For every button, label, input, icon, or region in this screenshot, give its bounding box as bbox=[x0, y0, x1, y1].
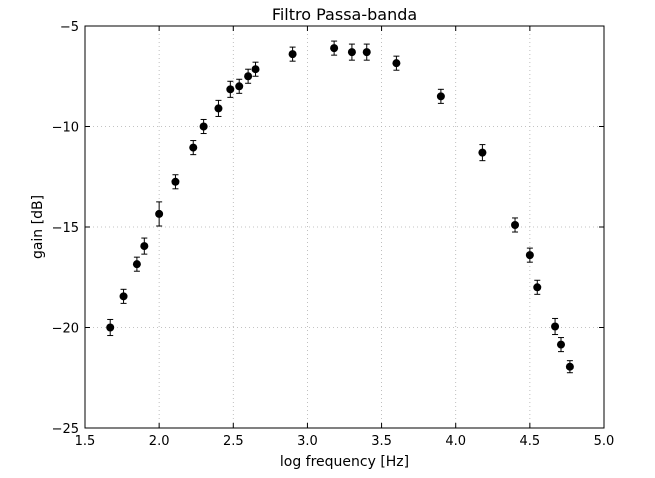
data-point bbox=[244, 72, 253, 81]
x-tick-label: 1.5 bbox=[75, 434, 96, 449]
y-tick-label: −5 bbox=[60, 20, 79, 35]
data-point bbox=[235, 82, 244, 91]
data-point bbox=[347, 48, 356, 57]
x-tick-label: 4.5 bbox=[520, 434, 541, 449]
data-point bbox=[511, 220, 520, 229]
x-tick-label: 2.0 bbox=[149, 434, 170, 449]
data-point bbox=[140, 242, 149, 251]
data-point bbox=[251, 65, 260, 74]
x-tick-label: 3.5 bbox=[371, 434, 392, 449]
y-tick-label: −25 bbox=[52, 422, 79, 437]
y-tick-label: −15 bbox=[52, 221, 79, 236]
data-point bbox=[565, 362, 574, 371]
data-point bbox=[155, 209, 164, 218]
y-tick-labels: −25 −20 −15 −10 −5 bbox=[52, 20, 79, 437]
ticks bbox=[84, 25, 605, 429]
data-point bbox=[288, 50, 297, 59]
x-tick-labels: 1.5 2.0 2.5 3.0 3.5 4.0 4.5 5.0 bbox=[75, 434, 615, 449]
data-point bbox=[132, 260, 141, 269]
y-axis-label: gain [dB] bbox=[30, 195, 46, 259]
data-points bbox=[106, 44, 574, 371]
data-point bbox=[436, 92, 445, 101]
data-point bbox=[478, 148, 487, 157]
data-point bbox=[556, 340, 565, 349]
x-tick-label: 4.0 bbox=[445, 434, 466, 449]
data-point bbox=[525, 251, 534, 260]
y-tick-label: −20 bbox=[52, 322, 79, 337]
x-axis-label: log frequency [Hz] bbox=[280, 454, 409, 470]
data-point bbox=[533, 283, 542, 292]
data-point bbox=[330, 44, 339, 53]
data-point bbox=[226, 85, 235, 94]
y-tick-label: −10 bbox=[52, 121, 79, 136]
data-point bbox=[171, 177, 180, 186]
x-tick-label: 2.5 bbox=[223, 434, 244, 449]
chart-title: Filtro Passa-banda bbox=[272, 5, 417, 24]
data-point bbox=[119, 292, 128, 301]
data-point bbox=[214, 104, 223, 113]
data-point bbox=[551, 322, 560, 331]
x-tick-label: 5.0 bbox=[594, 434, 615, 449]
data-point bbox=[392, 59, 401, 68]
x-tick-label: 3.0 bbox=[297, 434, 318, 449]
data-point bbox=[362, 48, 371, 57]
data-point bbox=[199, 122, 208, 131]
data-point bbox=[189, 143, 198, 152]
data-point bbox=[106, 323, 115, 332]
